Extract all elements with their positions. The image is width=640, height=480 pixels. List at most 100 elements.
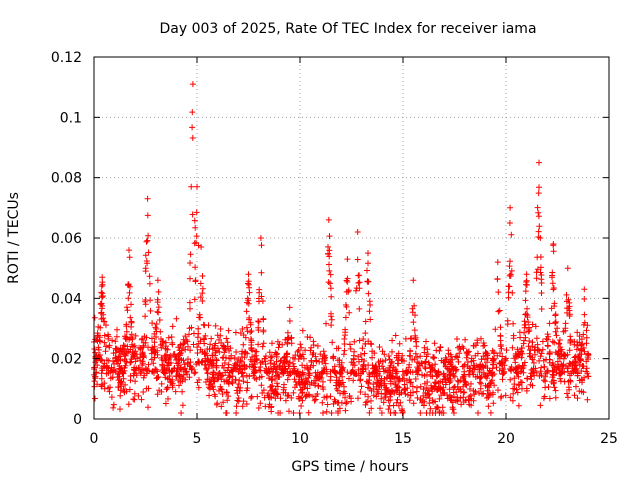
- data-point: [522, 334, 529, 341]
- data-point: [314, 391, 321, 397]
- data-point: [270, 365, 277, 372]
- data-point: [275, 344, 282, 351]
- data-point: [244, 350, 251, 357]
- data-point: [539, 346, 546, 353]
- data-point: [558, 353, 565, 360]
- data-point: [329, 339, 336, 346]
- data-point: [286, 408, 292, 415]
- data-point: [512, 365, 519, 372]
- data-point: [510, 390, 517, 397]
- data-point: [269, 340, 275, 347]
- data-point: [274, 364, 281, 371]
- data-point: [186, 331, 192, 338]
- data-point: [107, 368, 114, 375]
- data-point: [142, 365, 149, 372]
- data-point: [378, 377, 385, 384]
- data-point: [578, 342, 585, 348]
- data-point: [368, 341, 375, 348]
- y-tick-label: 0.02: [51, 352, 82, 368]
- data-point: [507, 376, 514, 383]
- data-point: [449, 406, 456, 413]
- data-point: [282, 358, 289, 365]
- data-point: [323, 370, 330, 377]
- data-point: [499, 376, 506, 383]
- data-point: [175, 344, 182, 351]
- axis-ticks: 0 5 10 15 20 25 0 0.02 0.04 0.06 0.08 0.1 0.12: [51, 50, 618, 447]
- data-point: [585, 373, 591, 380]
- data-point: [116, 348, 123, 355]
- data-point: [151, 330, 158, 337]
- data-point: [535, 213, 542, 220]
- data-point: [384, 387, 391, 394]
- data-point: [527, 381, 534, 388]
- data-point: [113, 333, 120, 340]
- data-point: [165, 395, 171, 402]
- data-point: [369, 362, 376, 369]
- data-point: [522, 288, 529, 295]
- data-point: [303, 391, 310, 398]
- data-point: [112, 368, 119, 375]
- data-point: [326, 233, 333, 240]
- data-point: [189, 81, 196, 88]
- data-point: [342, 302, 349, 308]
- data-point: [282, 397, 289, 404]
- data-point: [516, 329, 523, 336]
- data-point: [258, 269, 265, 276]
- data-point: [216, 336, 222, 343]
- data-point: [556, 348, 562, 355]
- data-point: [155, 309, 162, 316]
- data-point: [495, 289, 502, 296]
- data-point: [126, 386, 133, 393]
- data-point: [364, 398, 371, 405]
- data-point: [298, 403, 305, 409]
- data-point: [107, 384, 113, 391]
- data-point: [436, 410, 443, 416]
- data-point: [244, 379, 251, 386]
- data-point: [227, 345, 234, 352]
- data-point: [204, 352, 211, 359]
- data-point: [474, 339, 481, 346]
- data-point: [381, 380, 388, 387]
- data-point: [513, 369, 520, 376]
- data-point: [153, 375, 160, 382]
- data-point: [424, 390, 431, 397]
- data-point: [516, 351, 523, 358]
- data-point: [284, 393, 291, 399]
- data-point: [514, 370, 521, 377]
- data-point: [544, 343, 551, 350]
- data-point: [581, 286, 588, 293]
- y-tick-label: 0: [73, 412, 82, 428]
- data-point: [109, 337, 116, 344]
- data-point: [343, 399, 350, 406]
- data-point: [341, 341, 348, 347]
- data-point: [314, 343, 321, 349]
- data-point: [554, 325, 561, 332]
- data-point: [284, 376, 291, 383]
- data-point: [424, 346, 431, 353]
- data-point: [161, 353, 168, 360]
- data-point: [176, 382, 182, 389]
- data-point: [462, 336, 469, 343]
- data-point: [92, 336, 99, 343]
- data-point: [189, 211, 196, 218]
- data-point: [476, 379, 483, 386]
- data-point: [251, 364, 258, 371]
- data-point: [225, 327, 232, 334]
- data-point: [581, 311, 588, 318]
- data-point: [451, 383, 458, 390]
- data-point: [443, 379, 450, 386]
- data-point: [193, 239, 199, 246]
- data-point: [412, 336, 419, 343]
- data-point: [423, 338, 429, 345]
- data-point: [578, 347, 585, 354]
- data-point: [374, 388, 380, 395]
- data-point: [284, 329, 291, 336]
- data-point: [369, 354, 376, 361]
- data-point: [112, 345, 119, 352]
- data-point: [518, 354, 525, 361]
- data-point: [326, 247, 333, 254]
- data-point: [212, 322, 219, 329]
- data-point: [532, 351, 538, 358]
- data-point: [159, 362, 166, 369]
- data-point: [279, 363, 286, 370]
